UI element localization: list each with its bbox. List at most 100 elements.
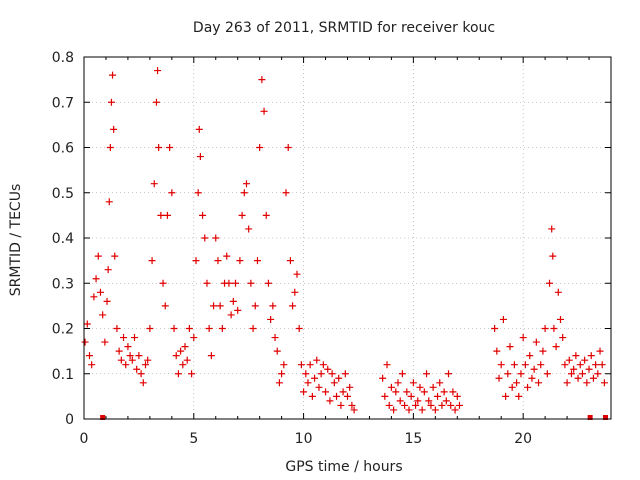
data-point: [190, 334, 198, 342]
data-point: [585, 365, 593, 373]
data-point: [407, 392, 415, 400]
data-point: [152, 98, 160, 106]
data-point: [574, 374, 582, 382]
data-point: [83, 320, 91, 328]
data-point: [157, 211, 165, 219]
data-point: [409, 379, 417, 387]
data-point: [315, 383, 323, 391]
data-point: [289, 302, 297, 310]
data-point: [508, 383, 516, 391]
data-point: [174, 370, 182, 378]
data-point: [324, 365, 332, 373]
data-point: [414, 397, 422, 405]
data-point: [447, 401, 455, 409]
data-point: [113, 325, 121, 332]
data-point: [499, 315, 507, 323]
data-point: [392, 388, 400, 396]
data-point: [578, 370, 586, 378]
data-point: [326, 397, 334, 405]
data-point: [111, 252, 119, 260]
data-point: [333, 392, 341, 400]
data-point: [429, 383, 437, 391]
baseline-marker: [587, 415, 593, 420]
data-point: [280, 361, 288, 369]
x-tick-label: 15: [404, 431, 422, 447]
data-point: [161, 302, 169, 310]
data-point: [107, 98, 115, 106]
data-point: [205, 325, 213, 332]
data-point: [552, 343, 560, 351]
data-point: [207, 352, 215, 360]
data-point: [146, 325, 154, 332]
data-point: [192, 257, 200, 265]
data-point: [440, 388, 448, 396]
data-point: [124, 343, 132, 351]
data-point: [284, 144, 292, 151]
data-point: [302, 370, 310, 378]
data-point: [131, 334, 139, 342]
chart-title: Day 263 of 2011, SRMTID for receiver kou…: [193, 20, 495, 36]
data-point: [137, 370, 145, 378]
data-point: [256, 144, 264, 151]
data-point: [232, 279, 240, 287]
data-point: [344, 392, 351, 400]
data-point: [348, 401, 356, 409]
data-point: [436, 379, 444, 387]
data-point: [181, 343, 189, 351]
data-point: [258, 76, 266, 84]
data-point: [144, 356, 152, 364]
y-axis-label: SRMTID / TECUs: [8, 184, 24, 297]
x-tick-label: 5: [189, 431, 198, 447]
data-point: [519, 334, 527, 342]
y-tick-label: 0.4: [52, 231, 74, 247]
data-point: [592, 361, 600, 369]
data-point: [383, 361, 391, 369]
data-point: [99, 311, 107, 319]
data-point: [94, 252, 102, 260]
data-point: [183, 356, 191, 364]
data-point: [96, 288, 104, 296]
data-point: [572, 352, 580, 360]
data-point: [109, 71, 117, 79]
data-point: [530, 365, 538, 373]
data-point: [311, 374, 319, 382]
data-point: [589, 374, 597, 382]
data-points: [81, 67, 608, 414]
data-point: [445, 370, 453, 378]
data-point: [170, 325, 178, 332]
data-point: [163, 211, 171, 219]
data-point: [541, 325, 549, 332]
data-point: [117, 356, 125, 364]
y-tick-label: 0: [65, 412, 74, 428]
data-point: [115, 347, 123, 355]
data-point: [218, 325, 226, 332]
data-point: [150, 180, 158, 188]
data-point: [594, 370, 602, 378]
data-point: [295, 325, 303, 332]
x-axis-label: GPS time / hours: [285, 459, 402, 475]
y-tick-label: 0.5: [52, 186, 74, 202]
data-point: [188, 370, 196, 378]
data-point: [214, 257, 222, 265]
data-point: [139, 379, 147, 387]
data-point: [196, 153, 204, 161]
data-point: [521, 361, 529, 369]
data-point: [319, 361, 327, 369]
data-point: [133, 365, 141, 373]
data-point: [337, 401, 345, 409]
data-point: [225, 279, 233, 287]
data-point: [379, 374, 387, 382]
data-point: [236, 257, 244, 265]
data-point: [341, 370, 349, 378]
y-tick-label: 0.8: [52, 50, 74, 66]
y-tick-label: 0.3: [52, 276, 74, 292]
data-point: [245, 225, 253, 233]
data-point: [179, 361, 187, 369]
data-point: [317, 370, 325, 378]
data-point: [576, 361, 584, 369]
data-point: [416, 383, 424, 391]
x-tick-label: 0: [80, 431, 89, 447]
baseline-marker: [603, 415, 609, 420]
data-point: [110, 125, 118, 133]
data-point: [90, 293, 98, 301]
